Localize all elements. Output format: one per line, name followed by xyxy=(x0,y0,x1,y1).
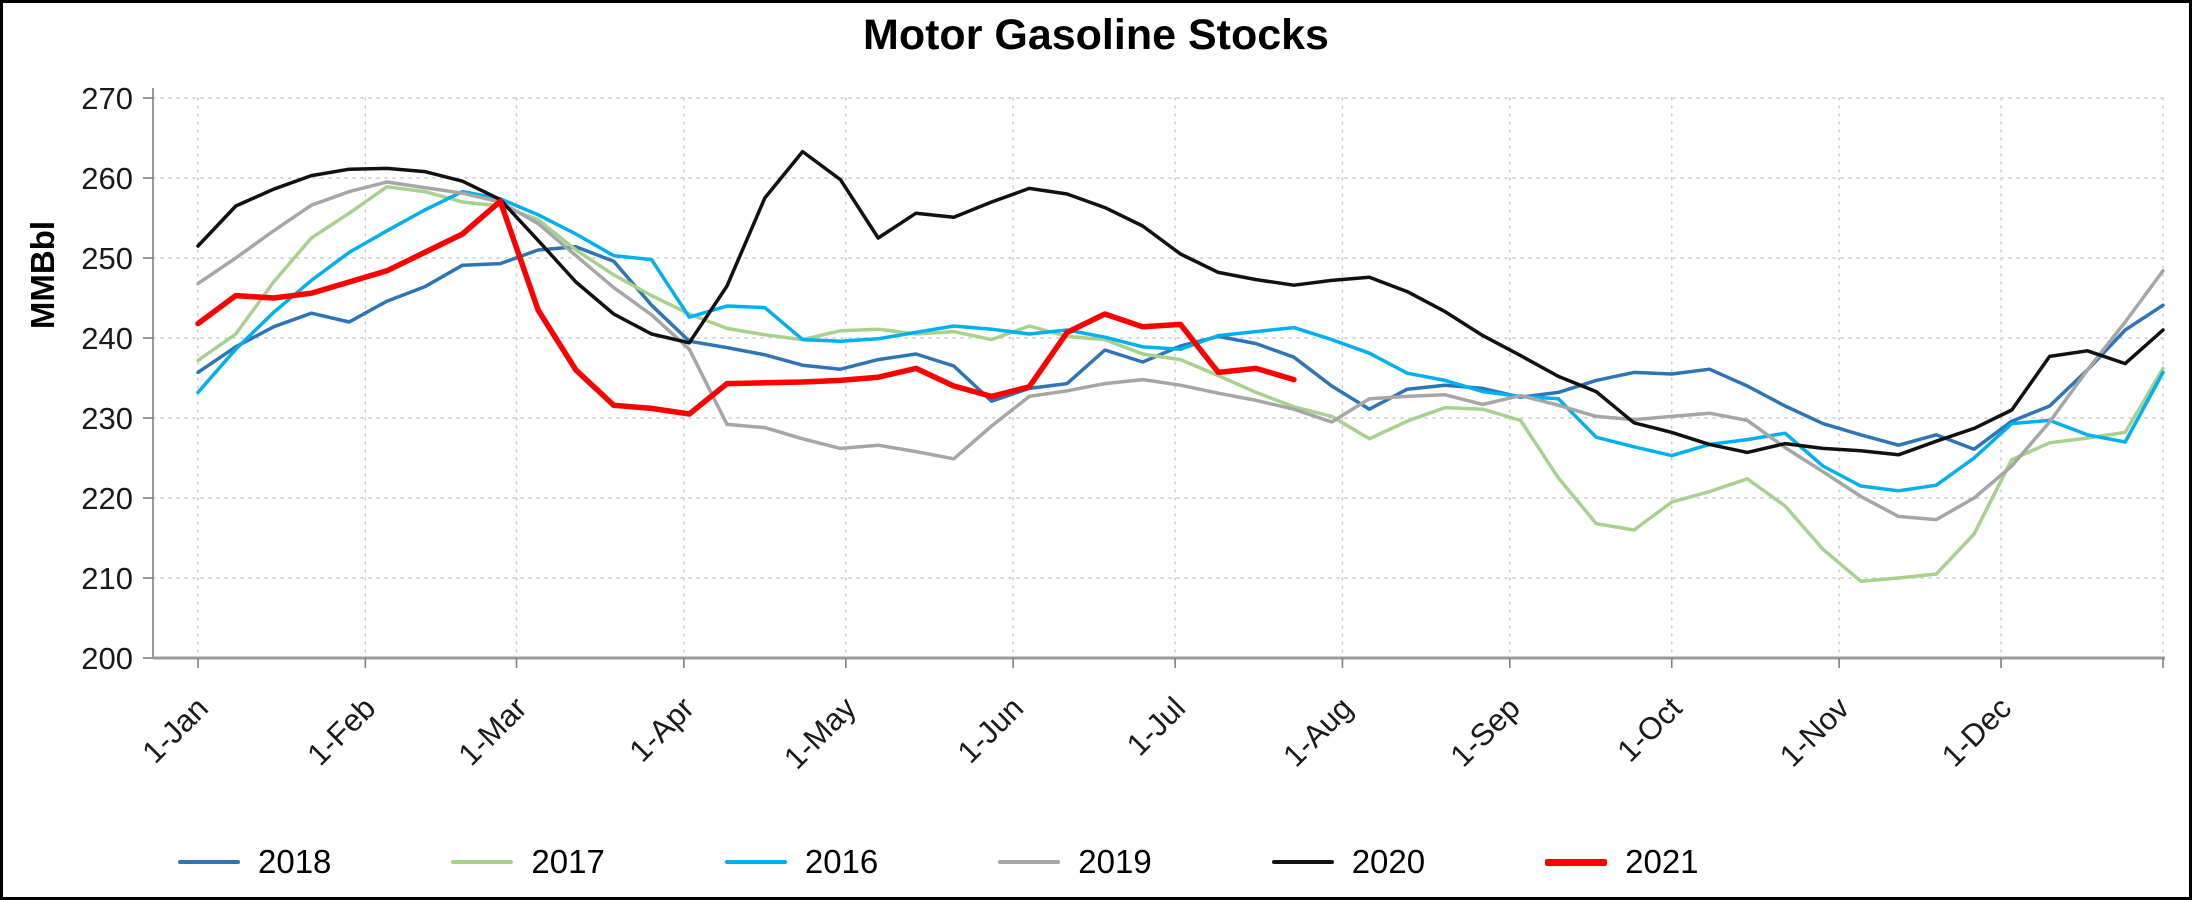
legend-item-2017: 2017 xyxy=(451,843,605,881)
legend-label: 2020 xyxy=(1351,843,1426,880)
legend-label: 2018 xyxy=(258,843,332,880)
x-tick-label: 1-Aug xyxy=(1276,690,1359,773)
y-tick-label: 200 xyxy=(81,641,133,676)
series-line-2020 xyxy=(196,149,2165,457)
series-line-2019 xyxy=(196,180,2165,522)
y-tick-label: 270 xyxy=(81,81,133,116)
x-tick-label: 1-Mar xyxy=(451,690,533,772)
x-tick-label: 1-May xyxy=(777,690,863,776)
x-tick-label: 1-Feb xyxy=(300,690,382,772)
series-line-2016 xyxy=(196,189,2165,493)
series-line-2021 xyxy=(195,198,1297,417)
y-tick-label: 240 xyxy=(81,321,133,356)
y-tick-label: 250 xyxy=(81,241,133,276)
legend-label: 2016 xyxy=(804,843,879,880)
legend-label: 2017 xyxy=(531,843,605,880)
series-line-2018 xyxy=(196,245,2165,451)
x-tick-label: 1-Jun xyxy=(951,690,1031,770)
y-tick-label: 220 xyxy=(81,481,133,516)
legend: 2018 2017 2016 2019 2020 2021 xyxy=(178,843,1699,881)
y-tick-label: 260 xyxy=(81,161,133,196)
x-tick-label: 1-Jul xyxy=(1120,690,1192,762)
legend-swatch-2020 xyxy=(1271,859,1334,865)
legend-swatch-2016 xyxy=(724,859,787,865)
legend-item-2019: 2019 xyxy=(998,843,1152,881)
legend-item-2021: 2021 xyxy=(1545,843,1699,881)
legend-item-2020: 2020 xyxy=(1271,843,1426,881)
x-tick-label: 1-Apr xyxy=(622,690,700,768)
legend-item-2018: 2018 xyxy=(178,843,331,881)
x-tick-label: 1-Oct xyxy=(1610,690,1689,769)
y-tick-label: 210 xyxy=(81,561,133,596)
x-tick-label: 1-Nov xyxy=(1773,690,1857,774)
legend-item-2016: 2016 xyxy=(724,843,879,881)
legend-swatch-2021 xyxy=(1545,858,1608,866)
legend-swatch-2017 xyxy=(451,859,514,865)
legend-label: 2021 xyxy=(1625,843,1699,880)
legend-swatch-2019 xyxy=(998,859,1061,865)
chart-title: Motor Gasoline Stocks xyxy=(863,11,1329,59)
x-tick-label: 1-Jan xyxy=(135,690,215,770)
x-tick-label: 1-Sep xyxy=(1443,690,1526,773)
legend-label: 2019 xyxy=(1078,843,1152,880)
legend-swatch-2018 xyxy=(178,859,240,865)
plot-area: 200 210 220 230 240 250 260 270 1-Jan 1-Feb 1-Mar 1… xyxy=(81,81,2166,776)
y-tick-label: 230 xyxy=(81,401,133,436)
x-tick-label: 1-Dec xyxy=(1935,690,2018,773)
